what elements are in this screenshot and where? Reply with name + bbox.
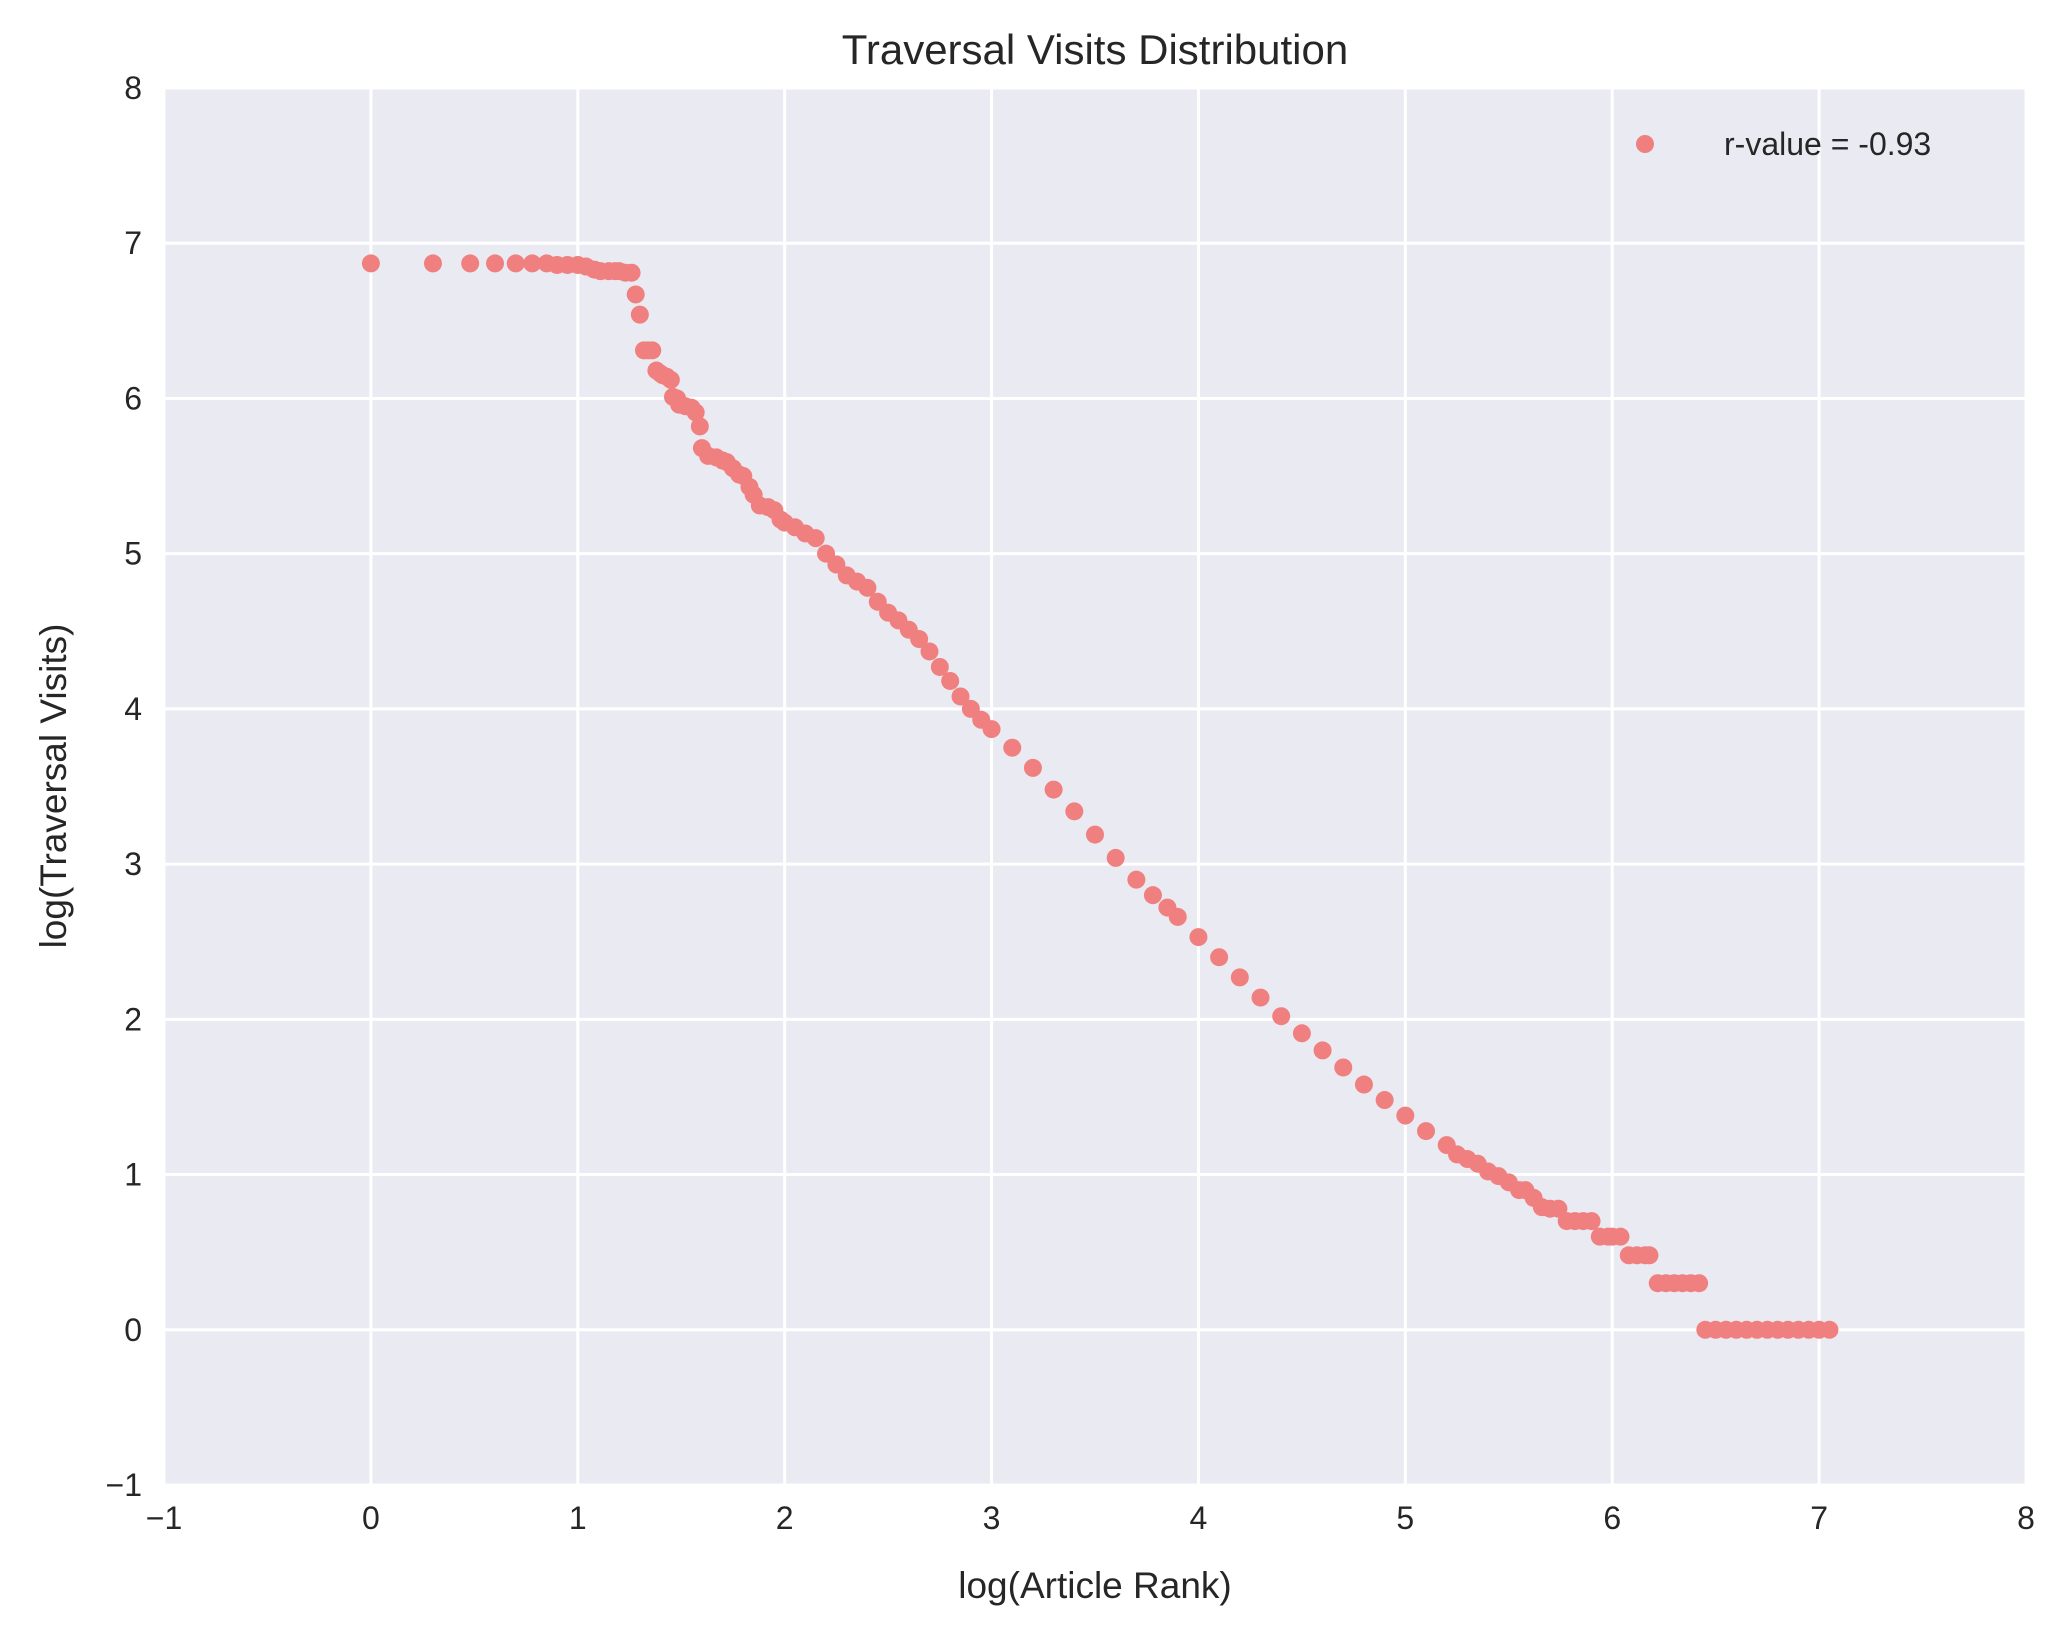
data-point (630, 305, 649, 324)
data-point (1417, 1122, 1436, 1141)
data-point (423, 254, 442, 273)
data-point (1251, 988, 1270, 1007)
x-tick-label: 6 (1603, 1500, 1621, 1536)
data-point (1292, 1024, 1311, 1043)
data-point (1003, 738, 1022, 757)
legend-marker (1636, 135, 1654, 153)
legend-label: r-value = -0.93 (1724, 126, 1931, 162)
y-tick-label: 1 (124, 1157, 142, 1193)
x-tick-label: −1 (146, 1500, 182, 1536)
x-tick-label: 2 (776, 1500, 794, 1536)
data-point (1313, 1041, 1332, 1060)
data-point (1690, 1274, 1709, 1293)
data-point (461, 254, 480, 273)
data-point (686, 403, 705, 422)
y-tick-label: 2 (124, 1001, 142, 1037)
data-point (1086, 825, 1104, 844)
y-tick-label: 7 (124, 225, 142, 261)
data-point (941, 671, 960, 690)
data-point (1230, 968, 1249, 987)
data-point (1189, 928, 1208, 947)
y-tick-label: 3 (124, 846, 142, 882)
data-point (622, 263, 641, 282)
y-tick-label: 8 (124, 70, 142, 106)
data-point (1143, 886, 1162, 905)
data-point (951, 687, 970, 706)
data-point (1375, 1091, 1394, 1110)
y-tick-labels: −1 0 1 2 3 4 5 6 7 8 (106, 70, 142, 1503)
data-point (486, 254, 505, 273)
data-point (643, 341, 662, 360)
x-tick-label: 3 (983, 1500, 1001, 1536)
data-point (1334, 1058, 1353, 1077)
data-point (523, 254, 542, 273)
y-tick-label: 0 (124, 1312, 142, 1348)
data-point (1127, 870, 1146, 889)
data-point (1065, 802, 1084, 821)
data-point (506, 254, 525, 273)
y-axis-label: log(Traversal Visits) (33, 624, 74, 949)
data-point (1210, 948, 1229, 967)
data-point (982, 720, 1001, 739)
data-point (930, 657, 949, 676)
x-tick-label: 0 (362, 1500, 380, 1536)
x-tick-labels: −1 0 1 2 3 4 5 6 7 8 (146, 1500, 2035, 1536)
y-tick-label: 6 (124, 380, 142, 416)
data-point (1106, 848, 1125, 867)
data-point (361, 254, 380, 273)
data-point (1820, 1320, 1839, 1339)
x-axis-label: log(Article Rank) (958, 1565, 1231, 1606)
grid-lines (162, 86, 2028, 1487)
x-tick-label: 7 (1810, 1500, 1828, 1536)
data-points (361, 254, 1839, 1339)
y-tick-label: −1 (106, 1467, 142, 1503)
chart-title: Traversal Visits Distribution (842, 26, 1348, 73)
y-tick-label: 4 (124, 691, 142, 727)
data-point (1168, 907, 1187, 926)
plot-area (164, 88, 2026, 1485)
x-tick-label: 1 (569, 1500, 587, 1536)
data-point (910, 630, 929, 649)
y-tick-label: 5 (124, 536, 142, 572)
data-point (1354, 1075, 1373, 1094)
data-point (1272, 1007, 1291, 1026)
data-point (1582, 1212, 1601, 1231)
data-point (626, 285, 645, 304)
data-point (1044, 780, 1063, 799)
legend: r-value = -0.93 (1636, 126, 1931, 162)
data-point (1611, 1227, 1630, 1246)
data-point (806, 529, 825, 548)
data-point (1396, 1106, 1415, 1125)
data-point (1023, 758, 1042, 777)
data-point (858, 578, 877, 597)
data-point (661, 370, 680, 389)
data-point (920, 642, 939, 661)
x-tick-label: 5 (1396, 1500, 1414, 1536)
x-tick-label: 8 (2017, 1500, 2035, 1536)
data-point (1640, 1246, 1659, 1265)
x-tick-label: 4 (1190, 1500, 1208, 1536)
data-point (690, 417, 709, 436)
